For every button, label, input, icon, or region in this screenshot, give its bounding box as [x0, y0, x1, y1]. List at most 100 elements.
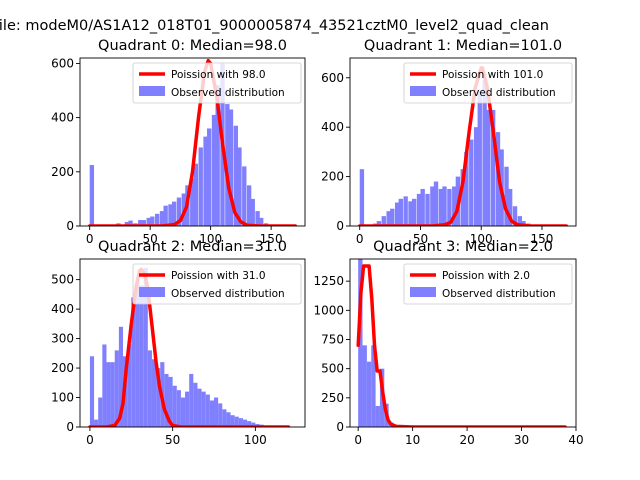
- x-tick-label: 0: [86, 232, 94, 246]
- histogram-bar: [359, 169, 365, 226]
- histogram-bar: [147, 350, 152, 427]
- legend-box: [403, 263, 573, 305]
- histogram-bar: [198, 147, 203, 226]
- histogram-bar: [193, 382, 198, 427]
- histogram-bar: [237, 147, 242, 226]
- histogram-bar: [242, 166, 247, 226]
- histogram-bar: [255, 211, 260, 226]
- y-tick-label: 1000: [313, 303, 344, 317]
- histogram-bar: [197, 388, 202, 427]
- legend-label-poisson: Poission with 98.0: [171, 69, 266, 81]
- legend: Poission with 2.0 Observed distribution: [403, 263, 573, 305]
- histogram-bar: [106, 362, 111, 427]
- legend-label-observed: Observed distribution: [171, 288, 285, 300]
- x-tick-label: 50: [143, 232, 158, 246]
- histogram-bar: [159, 211, 165, 226]
- histogram-bar: [376, 221, 382, 226]
- y-tick-label: 400: [51, 302, 74, 316]
- y-tick-label: 0: [336, 219, 344, 233]
- histogram-bar: [390, 208, 395, 226]
- histogram-bar: [233, 125, 238, 226]
- histogram-bar: [430, 186, 435, 226]
- histogram-bar: [190, 178, 195, 226]
- x-tick-label: 50: [413, 232, 428, 246]
- histogram-bar: [114, 350, 119, 427]
- x-tick-label: 40: [568, 433, 583, 447]
- histogram-bar: [425, 193, 430, 226]
- histogram-bar: [247, 421, 252, 427]
- y-tick-label: 500: [321, 362, 344, 376]
- histogram-bar: [398, 198, 403, 226]
- x-tick-label: 0: [86, 433, 94, 447]
- poisson-curve: [87, 58, 298, 226]
- histogram-bar: [135, 279, 140, 427]
- legend-box: [403, 62, 573, 104]
- histogram-bar: [203, 136, 208, 226]
- histogram-bar: [438, 188, 444, 226]
- histogram-bar: [366, 361, 372, 427]
- y-tick-label: 0: [66, 219, 74, 233]
- y-tick-label: 500: [51, 273, 74, 287]
- histogram-bar: [246, 185, 252, 226]
- axes-frame: [79, 57, 306, 227]
- histogram-bar: [171, 201, 177, 226]
- histogram-bar: [486, 109, 491, 226]
- legend-bar-swatch: [410, 287, 436, 297]
- histogram-bar: [507, 188, 513, 226]
- histogram-bar: [131, 297, 136, 427]
- legend: Poission with 31.0 Observed distribution: [132, 263, 302, 305]
- y-tick-label: 400: [51, 111, 74, 125]
- histogram-bar: [163, 205, 168, 226]
- histogram-bar: [228, 109, 234, 226]
- histogram-bar: [150, 216, 155, 226]
- y-tick-label: 250: [321, 391, 344, 405]
- histogram-bar: [143, 267, 148, 427]
- plot-area: [87, 58, 298, 226]
- histogram-bar: [128, 220, 133, 226]
- legend-bar-swatch: [410, 86, 436, 96]
- y-tick-label: 750: [321, 333, 344, 347]
- histogram-bar: [201, 391, 206, 427]
- histogram-bar: [250, 198, 255, 226]
- histogram-bar: [207, 128, 212, 226]
- histogram-bar: [411, 198, 417, 226]
- histogram-bar: [155, 213, 160, 226]
- histogram-bar: [362, 345, 367, 427]
- legend: Poission with 101.0 Observed distribution: [403, 62, 573, 104]
- histogram-bar: [205, 394, 210, 427]
- y-tick-label: 100: [51, 391, 74, 405]
- subplot-quadrant-0: 0 50 100 150 0 200 400 600 Quadrant 0: Median=98…: [51, 38, 306, 246]
- histogram-bar: [124, 221, 130, 226]
- legend-box: [132, 263, 302, 305]
- histogram-bar: [214, 397, 219, 427]
- histogram-bar: [473, 127, 479, 226]
- legend-label-poisson: Poission with 31.0: [171, 270, 266, 282]
- x-tick-label: 0: [354, 433, 362, 447]
- subplot-quadrant-2: 0 50 100 0 100 200 300 400 500 Quadrant 2: Median…: [51, 239, 306, 447]
- x-tick-label: 150: [260, 232, 283, 246]
- histogram-bar: [517, 216, 523, 226]
- histogram-bar: [139, 285, 144, 427]
- legend-label-observed: Observed distribution: [442, 87, 556, 99]
- legend-bar-swatch: [139, 86, 165, 96]
- legend-label-observed: Observed distribution: [442, 288, 556, 300]
- histogram-bar: [98, 397, 103, 427]
- legend: Poission with 98.0 Observed distribution: [132, 62, 302, 104]
- legend-label-observed: Observed distribution: [171, 87, 285, 99]
- y-tick-label: 600: [51, 56, 74, 70]
- histogram-bar: [176, 197, 182, 226]
- histogram-bar: [185, 391, 190, 427]
- histogram-bar: [504, 166, 509, 226]
- histogram-bar: [238, 418, 243, 427]
- histogram-bar: [381, 216, 386, 226]
- histogram-bar: [156, 368, 161, 427]
- histogram-bar: [215, 85, 220, 226]
- histogram-bar: [521, 221, 526, 226]
- histogram-bar: [89, 356, 95, 427]
- histogram-bar: [225, 104, 230, 226]
- subplot-quadrant-3: 0 10 20 30 40 0 250 500 750 1000 1250 Quadrant 3: M…: [313, 239, 583, 447]
- axes-title: Quadrant 3: Median=2.0: [373, 239, 553, 255]
- histogram-bar: [512, 206, 518, 226]
- histogram-bar: [168, 376, 173, 427]
